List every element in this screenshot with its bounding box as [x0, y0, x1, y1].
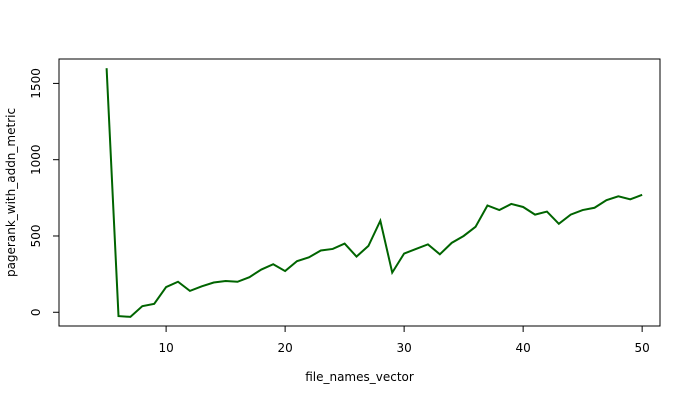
x-tick-label: 50 — [635, 341, 650, 355]
y-tick-label: 1000 — [29, 144, 43, 175]
x-tick-label: 20 — [277, 341, 292, 355]
y-tick-label: 1500 — [29, 68, 43, 99]
y-tick-label: 0 — [29, 308, 43, 316]
x-axis-label: file_names_vector — [305, 370, 414, 384]
x-tick-label: 40 — [515, 341, 530, 355]
y-axis-label: pagerank_with_addn_metric — [4, 108, 18, 277]
series-line — [105, 68, 643, 318]
x-tick-label: 10 — [158, 341, 173, 355]
x-tick-label: 30 — [396, 341, 411, 355]
plot-frame — [58, 58, 661, 327]
y-tick-label: 500 — [29, 225, 43, 248]
y-axis: 0 500 1000 1500 — [29, 68, 59, 316]
x-axis: 10 20 30 40 50 — [158, 326, 650, 355]
